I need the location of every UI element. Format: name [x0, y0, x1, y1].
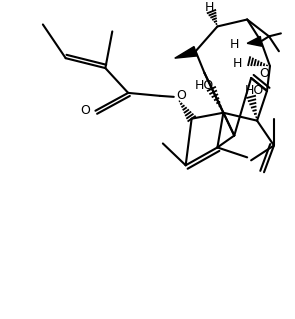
Text: O: O: [259, 67, 269, 79]
Text: O: O: [176, 89, 186, 102]
Polygon shape: [175, 47, 197, 58]
Text: O: O: [81, 104, 91, 117]
Text: H: H: [230, 38, 239, 51]
Text: HO: HO: [245, 85, 264, 97]
Text: H: H: [205, 1, 214, 14]
Polygon shape: [247, 36, 262, 46]
Text: HO: HO: [195, 79, 214, 93]
Text: H: H: [233, 57, 242, 70]
